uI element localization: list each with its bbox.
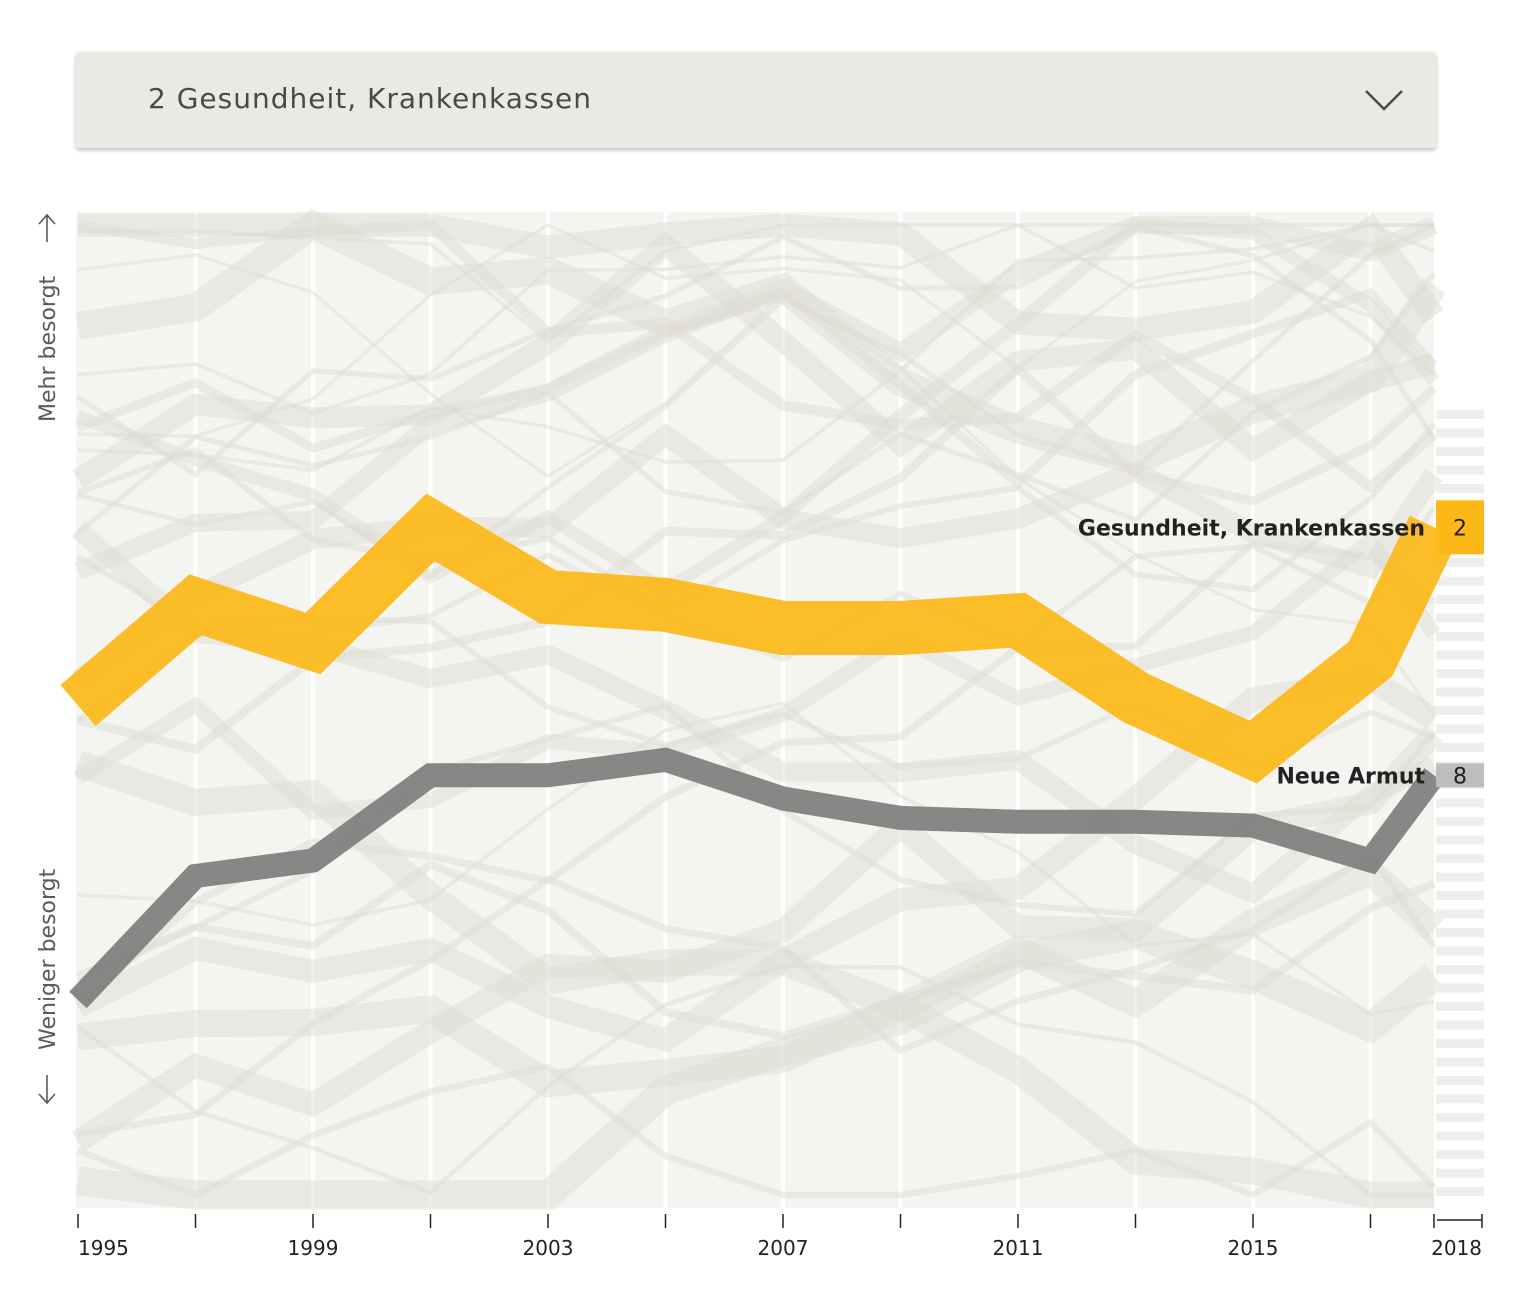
end-rank-box <box>1436 687 1484 697</box>
background-series-line <box>76 271 1436 535</box>
background-series-line <box>76 224 1437 478</box>
end-rank-box <box>1436 1039 1484 1048</box>
end-rank-box <box>1436 613 1484 623</box>
end-rank-box <box>1436 1076 1484 1085</box>
end-rank-box <box>1436 1168 1484 1178</box>
end-rank-highlight-box <box>1436 500 1484 555</box>
end-rank-box <box>1436 854 1484 863</box>
background-series-line <box>75 538 1437 1010</box>
background-series-line <box>77 222 1436 580</box>
background-series-line <box>76 422 1437 615</box>
end-rank-box <box>1436 928 1484 937</box>
series-name-label: Gesundheit, Krankenkassen <box>1078 516 1425 541</box>
end-rank-box <box>1436 835 1484 845</box>
background-series-line <box>77 223 1434 438</box>
end-rank-box <box>1436 872 1484 882</box>
series-name-label: Neue Armut <box>1276 764 1425 789</box>
end-rank-box <box>1436 558 1484 567</box>
end-rank-box <box>1436 983 1484 993</box>
x-tick-label: 2007 <box>758 1236 809 1260</box>
end-rank-box <box>1436 1057 1484 1067</box>
end-rank-box <box>1436 817 1484 826</box>
end-rank-box <box>1436 1150 1484 1159</box>
background-series-line <box>77 223 1436 416</box>
background-series-line <box>77 223 1434 344</box>
x-tick-label: 2011 <box>993 1236 1044 1260</box>
highlight-labels: 2 Gesundheit, Krankenkassen 8 Neue Armut <box>1078 500 1484 789</box>
end-rank-box <box>1436 576 1484 586</box>
background-series-line <box>77 223 1435 473</box>
background-series-line <box>77 849 1437 1138</box>
end-rank-box <box>1436 484 1484 493</box>
end-rank-box <box>1436 1094 1484 1104</box>
end-rank-box <box>1436 1020 1484 1030</box>
end-rank-box <box>1436 428 1484 438</box>
x-axis: 1995 1999 2003 2007 2011 2015 2018 <box>77 1214 1483 1260</box>
background-series-line <box>73 750 1434 1209</box>
end-rank-box <box>1436 1113 1484 1122</box>
end-rank-box <box>1436 447 1484 456</box>
background-series-line <box>76 286 1438 490</box>
end-rank-highlight-box <box>1436 763 1484 788</box>
y-label-top: Mehr besorgt <box>36 275 61 422</box>
end-rank-box <box>1436 632 1484 641</box>
series-line-0 <box>60 493 1459 784</box>
end-rank-box <box>1436 465 1484 475</box>
y-label-bottom: Weniger besorgt <box>36 868 61 1050</box>
background-series-line <box>76 860 1436 1041</box>
background-series-line <box>76 919 1444 1210</box>
dropdown-selected-label: 2 Gesundheit, Krankenkassen <box>148 82 593 115</box>
end-rank-box <box>1436 595 1484 604</box>
end-rank-box <box>1436 909 1484 919</box>
x-tick-label: 1995 <box>78 1236 129 1260</box>
end-rank-box <box>1436 798 1484 808</box>
series-rank-label: 2 <box>1453 516 1467 541</box>
end-rank-box <box>1436 706 1484 715</box>
end-rank-box <box>1436 1187 1484 1196</box>
arrow-down-icon <box>38 1075 56 1105</box>
background-series-line <box>76 1063 1437 1199</box>
x-tick-label: 1999 <box>288 1236 339 1260</box>
end-rank-box <box>1436 946 1484 956</box>
chevron-down-icon[interactable] <box>1364 88 1404 112</box>
end-rank-box <box>1436 410 1484 419</box>
end-rank-box <box>1436 650 1484 660</box>
series-line-1 <box>69 747 1444 1009</box>
x-tick-label: 2015 <box>1228 1236 1279 1260</box>
end-rank-box <box>1436 743 1484 752</box>
end-rank-box <box>1436 1131 1484 1141</box>
topic-dropdown[interactable]: 2 Gesundheit, Krankenkassen <box>76 52 1436 148</box>
end-rank-box <box>1436 891 1484 900</box>
end-rank-box <box>1436 724 1484 734</box>
x-tick-label: 2018 <box>1431 1236 1482 1260</box>
highlighted-series <box>60 493 1459 1009</box>
arrow-up-icon <box>38 213 56 242</box>
background-series-line <box>77 701 1435 1017</box>
end-rank-box <box>1436 669 1484 678</box>
series-rank-label: 8 <box>1453 764 1467 789</box>
background-series-line <box>76 964 1434 1198</box>
x-tick-label: 2003 <box>523 1236 574 1260</box>
background-series-line <box>72 231 1437 489</box>
end-rank-box <box>1436 1002 1484 1011</box>
end-rank-box <box>1436 965 1484 974</box>
